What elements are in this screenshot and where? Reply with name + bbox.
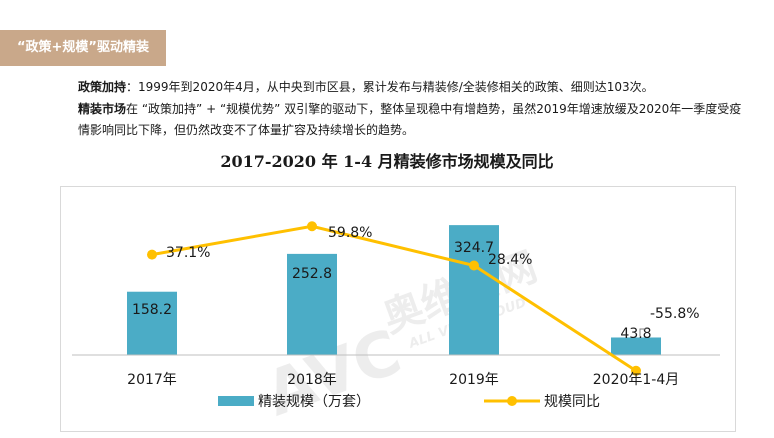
category-tick-label: 2017年 (127, 372, 177, 388)
bar-value-label: 324.7 (454, 240, 494, 256)
bar-value-label: 158.2 (132, 302, 172, 318)
legend-bar-label: 精装规模（万套） (258, 394, 370, 410)
line-point (147, 249, 157, 260)
bar (449, 225, 499, 355)
market-label: 精装市场 (78, 102, 127, 116)
line-point (631, 365, 641, 376)
category-tick-label: 2020年1-4月 (593, 372, 680, 388)
label-leader-line (639, 328, 646, 336)
line-point (469, 260, 479, 271)
legend-line-marker (507, 396, 517, 406)
section-tag: “政策+规模”驱动精装 (0, 30, 166, 66)
line-value-label: 28.4% (488, 252, 532, 268)
market-paragraph: 精装市场在 “政策加持” + “规模优势” 双引擎的驱动下，整体呈现稳中有增趋势… (78, 99, 748, 141)
policy-label: 政策加持 (78, 80, 127, 94)
bar (287, 253, 337, 355)
chart-title: 2017-2020 年 1-4 月精装修市场规模及同比 (220, 152, 554, 171)
bar (127, 291, 177, 355)
legend-line-label: 规模同比 (544, 394, 600, 410)
category-tick-label: 2019年 (449, 372, 499, 388)
category-tick-label: 2018年 (287, 372, 337, 388)
line-series (151, 224, 637, 373)
legend-bar-swatch (218, 396, 254, 406)
line-value-label: 59.8% (328, 225, 372, 241)
line-point (307, 221, 317, 232)
market-text: 在 “政策加持” + “规模优势” 双引擎的驱动下，整体呈现稳中有增趋势，虽然2… (78, 102, 742, 137)
bar-value-label: 252.8 (292, 266, 332, 282)
line-value-label: -55.8% (650, 306, 700, 322)
policy-paragraph: 政策加持：1999年到2020年4月，从中央到市区县，累计发布与精装修/全装修相… (78, 77, 748, 98)
bar-value-label: 43.8 (620, 326, 651, 342)
policy-text: ：1999年到2020年4月，从中央到市区县，累计发布与精装修/全装修相关的政策… (126, 80, 654, 94)
line-value-label: 37.1% (166, 245, 210, 261)
bar (611, 337, 661, 355)
chart-frame (60, 186, 736, 432)
